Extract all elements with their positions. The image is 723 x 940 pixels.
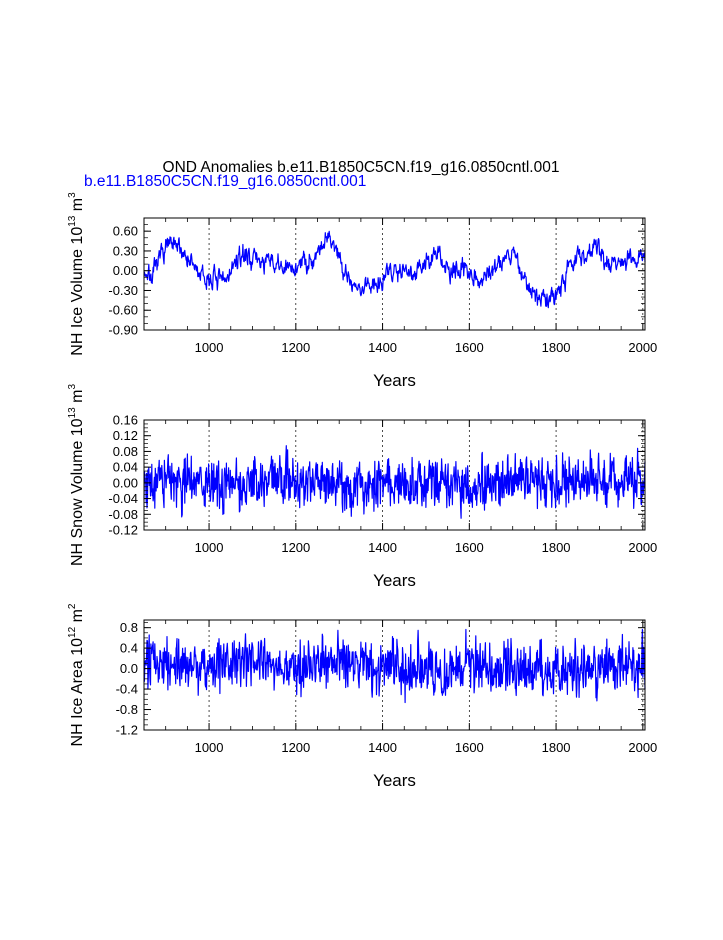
x-tick-label: 1200 [281,740,310,755]
y-tick-label: -0.90 [108,323,138,338]
y-tick-label: -0.30 [108,283,138,298]
y-axis-label-unit: m [69,390,86,408]
x-tick-label: 1600 [455,540,484,555]
series-line-ice-volume [143,230,646,309]
panel-ice-volume: 1000 1200 1400 1600 1800 2000 0.60 0.30 0.00 -0.3… [67,192,657,390]
y-tick-label: 0.30 [113,243,138,258]
y-axis-label-exp: 13 [67,407,78,419]
plot-frame [143,217,646,331]
y-tick-label: -1.2 [116,723,138,738]
y-tick-label: 0.8 [120,620,138,635]
y-tick-label: -0.60 [108,303,138,318]
case-label: b.e11.B1850C5CN.f19_g16.0850cntl.001 [84,173,366,190]
x-tick-label: 1000 [195,340,224,355]
panels: 1000 1200 1400 1600 1800 2000 0.60 0.30 0.00 -0.3… [67,192,657,790]
y-axis-label-unit-exp: 3 [67,192,78,198]
x-axis-label: Years [373,571,416,590]
y-tick-label: -0.8 [116,702,138,717]
y-axis-label-unit: m [69,198,86,216]
y-tick-label: 0.4 [120,641,138,656]
x-tick-label: 1200 [281,540,310,555]
y-axis-label-main: NH Ice Area 10 [69,638,86,747]
y-tick-label: -0.08 [108,507,138,522]
x-tick-label: 2000 [628,540,657,555]
x-tick-label: 1800 [542,340,571,355]
x-tick-label: 1400 [368,740,397,755]
y-axis-label-main: NH Ice Volume 10 [69,227,86,356]
y-tick-label: -0.12 [108,523,138,538]
y-axis-label-unit-exp: 2 [67,603,78,609]
x-tick-label: 1600 [455,340,484,355]
x-axis-label: Years [373,771,416,790]
y-tick-label: 0.04 [113,460,138,475]
x-tick-label: 2000 [628,740,657,755]
panel-snow-volume: 1000 1200 1400 1600 1800 2000 0.160.120.080.04… [67,384,657,590]
y-axis-label-unit: m [69,609,86,627]
x-axis-label: Years [373,371,416,390]
plot-frame [143,619,646,731]
x-tick-label: 1800 [542,540,571,555]
x-tick-label: 1600 [455,740,484,755]
x-tick-label: 1200 [281,340,310,355]
y-tick-label: 0.00 [113,263,138,278]
x-tick-label: 1000 [195,740,224,755]
x-tick-label: 1800 [542,740,571,755]
y-axis-label: NH Snow Volume 1013 m3 [67,384,86,567]
y-axis-label-main: NH Snow Volume 10 [69,418,86,566]
y-axis-label-exp: 12 [67,626,78,638]
x-tick-label: 1000 [195,540,224,555]
y-tick-label: 0.12 [113,428,138,443]
y-tick-label: 0.60 [113,224,138,239]
y-tick-label: 0.16 [113,413,138,428]
x-tick-label: 1400 [368,540,397,555]
figure-title: OND Anomalies b.e11.B1850C5CN.f19_g16.08… [163,159,560,176]
series-line-snow-volume [143,445,646,519]
y-tick-label: 0.0 [120,661,138,676]
x-tick-label: 2000 [628,340,657,355]
y-tick-label: 0.08 [113,444,138,459]
x-tick-label: 1400 [368,340,397,355]
panel-ice-area: 1000 1200 1400 1600 1800 2000 0.8 0.4 0.0 -0.4 -0.… [67,603,657,790]
y-tick-label: -0.04 [108,491,138,506]
y-axis-label: NH Ice Volume 1013 m3 [67,192,86,356]
y-tick-label: -0.4 [116,682,138,697]
y-axis-label-exp: 13 [67,215,78,227]
series-line-ice-area [143,628,646,704]
y-tick-label: 0.00 [113,475,138,490]
y-axis-label: NH Ice Area 1012 m2 [67,603,86,746]
y-axis-label-unit-exp: 3 [67,384,78,390]
